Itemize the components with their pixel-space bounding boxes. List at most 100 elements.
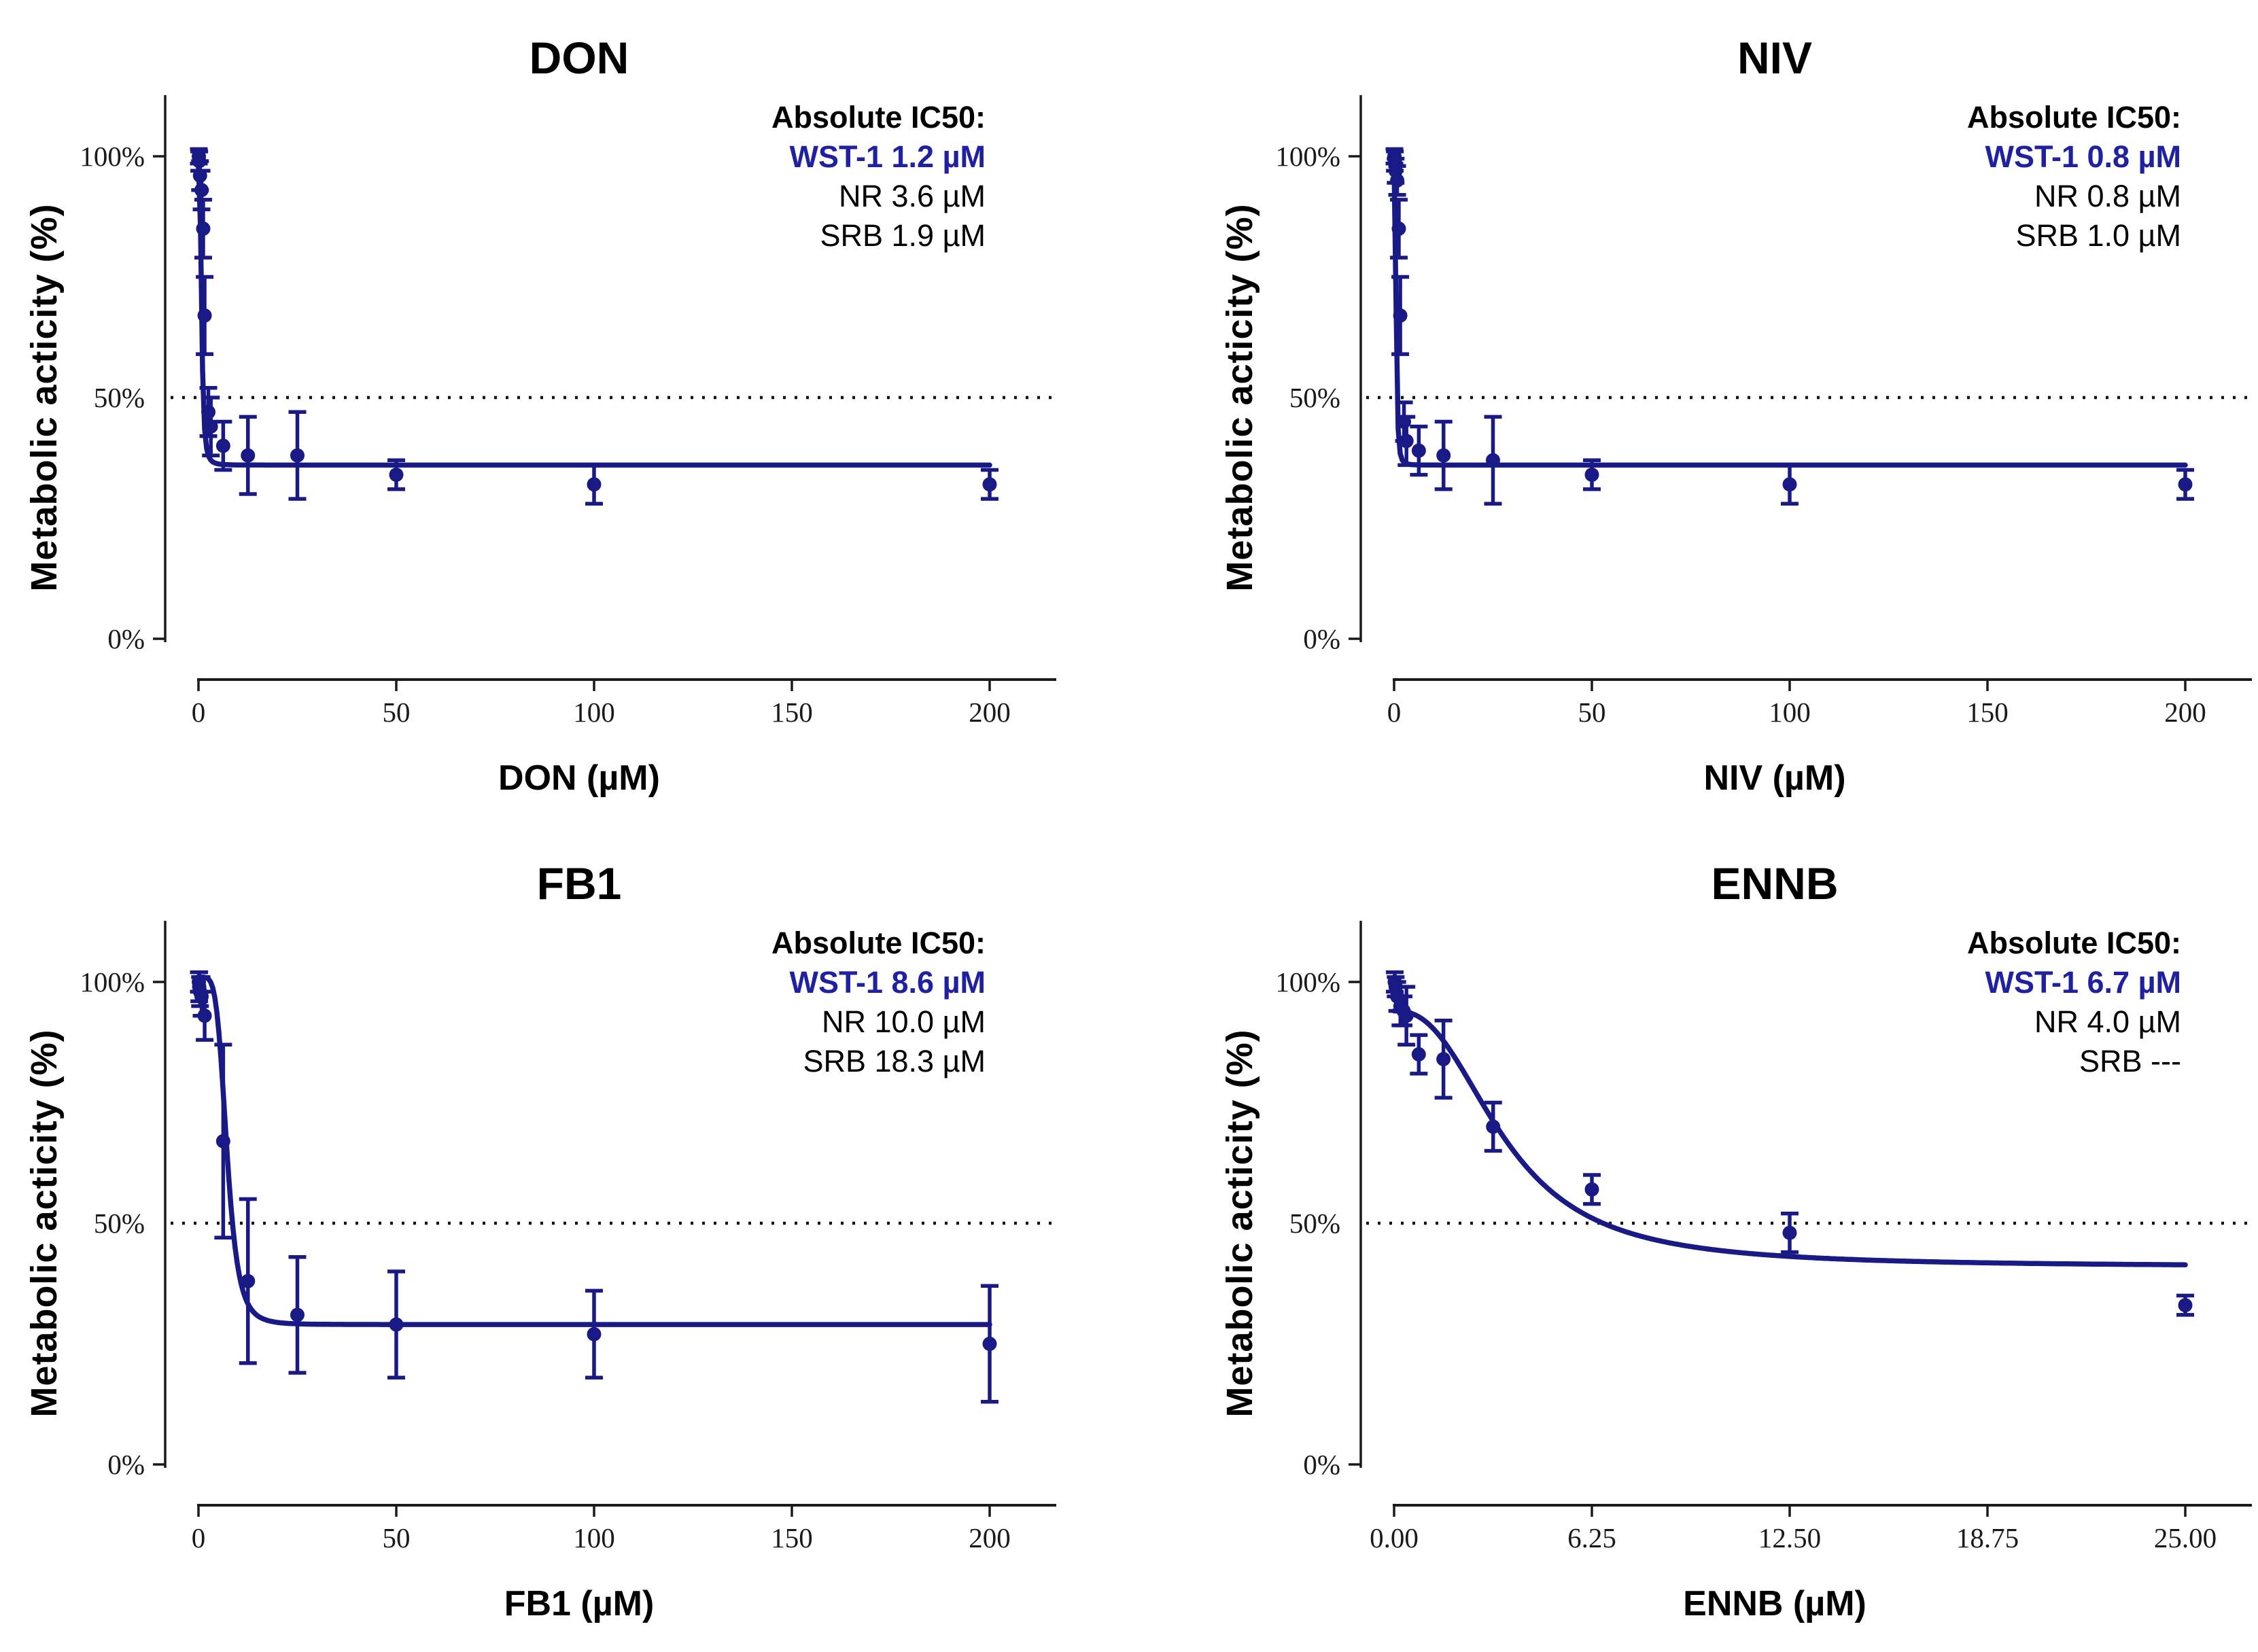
data-point	[197, 308, 212, 323]
data-point	[389, 1317, 404, 1332]
data-point-group	[1583, 1173, 1601, 1206]
plot-area: 100% 50% 0% 0 50 100 150 200	[80, 921, 1056, 1553]
data-point-group	[1484, 415, 1502, 506]
x-tick-label: 100	[1769, 697, 1811, 728]
data-point	[241, 1273, 256, 1288]
data-point	[1399, 1008, 1414, 1023]
y-axis: 100% 50% 0%	[80, 921, 167, 1480]
data-point	[1486, 453, 1500, 468]
data-point-group	[288, 1254, 307, 1375]
y-tick-label: 50%	[94, 382, 145, 413]
data-point-group	[196, 275, 214, 356]
data-point-group	[214, 1042, 232, 1240]
data-point	[1393, 308, 1408, 323]
x-tick-label: 200	[2164, 697, 2206, 728]
data-point-group	[239, 415, 257, 496]
data-point-group	[1410, 1033, 1428, 1076]
data-point	[1782, 1225, 1797, 1240]
data-point-group	[585, 463, 603, 506]
data-point	[1584, 1182, 1599, 1197]
data-point	[2178, 477, 2193, 492]
data-point	[197, 1008, 212, 1023]
data-point	[982, 477, 997, 492]
data-point-group	[2176, 468, 2194, 501]
data-point-group	[1389, 198, 1408, 260]
x-axis-title: ENNB (µM)	[1683, 1584, 1866, 1623]
data-point	[241, 448, 256, 463]
x-tick-label: 150	[771, 1522, 813, 1553]
annotation-ic50-header: Absolute IC50:	[771, 926, 986, 960]
x-tick-label: 12.50	[1758, 1522, 1821, 1553]
x-tick-label: 100	[573, 697, 615, 728]
y-axis-title: Metabolic acticity (%)	[24, 203, 65, 591]
chart-title: NIV	[1737, 33, 1812, 83]
data-point-group	[194, 198, 212, 260]
x-tick-label: 150	[771, 697, 813, 728]
x-axis-title: FB1 (µM)	[504, 1584, 655, 1623]
data-points	[190, 147, 998, 506]
x-tick-label: 0.00	[1370, 1522, 1419, 1553]
y-axis: 100% 50% 0%	[1275, 921, 1362, 1480]
data-point-group	[981, 468, 998, 501]
x-axis: 0 50 100 150 200	[1387, 678, 2252, 728]
data-point-group	[214, 419, 232, 472]
data-point	[389, 468, 404, 482]
data-point-group	[2176, 1293, 2194, 1317]
y-tick-label: 0%	[107, 623, 145, 654]
annotation-ic50-header: Absolute IC50:	[1967, 100, 2181, 135]
chart-panel-fb1: FB1 Metabolic acticity (%) 100%50%0%0 50 1…	[24, 858, 1056, 1623]
x-axis: 0 50 100 150 200	[192, 678, 1056, 728]
y-tick-label: 50%	[1289, 382, 1340, 413]
x-tick-label: 150	[1966, 697, 2009, 728]
data-point	[587, 1326, 602, 1341]
data-point	[982, 1337, 997, 1351]
data-point	[1390, 173, 1405, 188]
x-tick-label: 6.25	[1567, 1522, 1616, 1553]
y-axis: 100% 50% 0%	[80, 95, 167, 654]
data-point-group	[196, 989, 214, 1042]
y-tick-label: 50%	[94, 1208, 145, 1239]
data-point-group	[585, 1288, 603, 1379]
annotation-srb-value: SRB 1.0 µM	[2015, 218, 2181, 253]
data-points	[190, 970, 998, 1404]
data-point-group	[1434, 1019, 1453, 1100]
y-axis: 100% 50% 0%	[1275, 95, 1362, 654]
data-point	[194, 183, 209, 198]
annotation-wst1-value: WST-1 8.6 µM	[790, 965, 986, 1000]
y-axis-title: Metabolic acticity (%)	[1219, 203, 1260, 591]
annotation-wst1-value: WST-1 6.7 µM	[1985, 965, 2181, 1000]
data-point-group	[981, 1284, 998, 1404]
chart-title: DON	[529, 33, 629, 83]
data-point-group	[1434, 419, 1453, 491]
data-point-group	[1781, 463, 1799, 506]
annotation-nr-value: NR 3.6 µM	[839, 179, 986, 213]
data-point	[290, 1307, 305, 1322]
chart-panel-don: DON Metabolic acticity (%) 100%50%0%0 50 1…	[24, 33, 1056, 798]
data-point	[1436, 1052, 1451, 1067]
x-axis-title: DON (µM)	[498, 758, 660, 798]
data-points	[1385, 147, 2194, 506]
annotation-srb-value: SRB 1.9 µM	[820, 218, 986, 253]
y-axis-title: Metabolic acticity (%)	[1219, 1029, 1260, 1417]
y-tick-label: 100%	[1275, 966, 1340, 998]
x-tick-label: 0	[192, 697, 206, 728]
x-tick-label: 0	[1387, 697, 1402, 728]
data-point	[290, 448, 305, 463]
data-point	[1782, 477, 1797, 492]
x-tick-label: 200	[969, 1522, 1011, 1553]
plot-area: 100% 50% 0% 0.00 6.25 12.50 18.75 25.00	[1275, 921, 2252, 1553]
y-axis-title: Metabolic acticity (%)	[24, 1029, 65, 1417]
data-point	[587, 477, 602, 492]
annotation-nr-value: NR 4.0 µM	[2034, 1004, 2181, 1039]
x-axis: 0.00 6.25 12.50 18.75 25.00	[1370, 1504, 2252, 1553]
x-tick-label: 50	[1578, 697, 1606, 728]
annotation-ic50-header: Absolute IC50:	[1967, 926, 2181, 960]
fit-curve	[1391, 1008, 2188, 1267]
annotation-wst1-value: WST-1 0.8 µM	[1985, 139, 2181, 174]
data-point-group	[1391, 275, 1410, 356]
x-tick-label: 50	[383, 697, 411, 728]
annotation-srb-value: SRB 18.3 µM	[803, 1044, 986, 1078]
data-point-group	[1397, 415, 1416, 468]
x-tick-label: 100	[573, 1522, 615, 1553]
